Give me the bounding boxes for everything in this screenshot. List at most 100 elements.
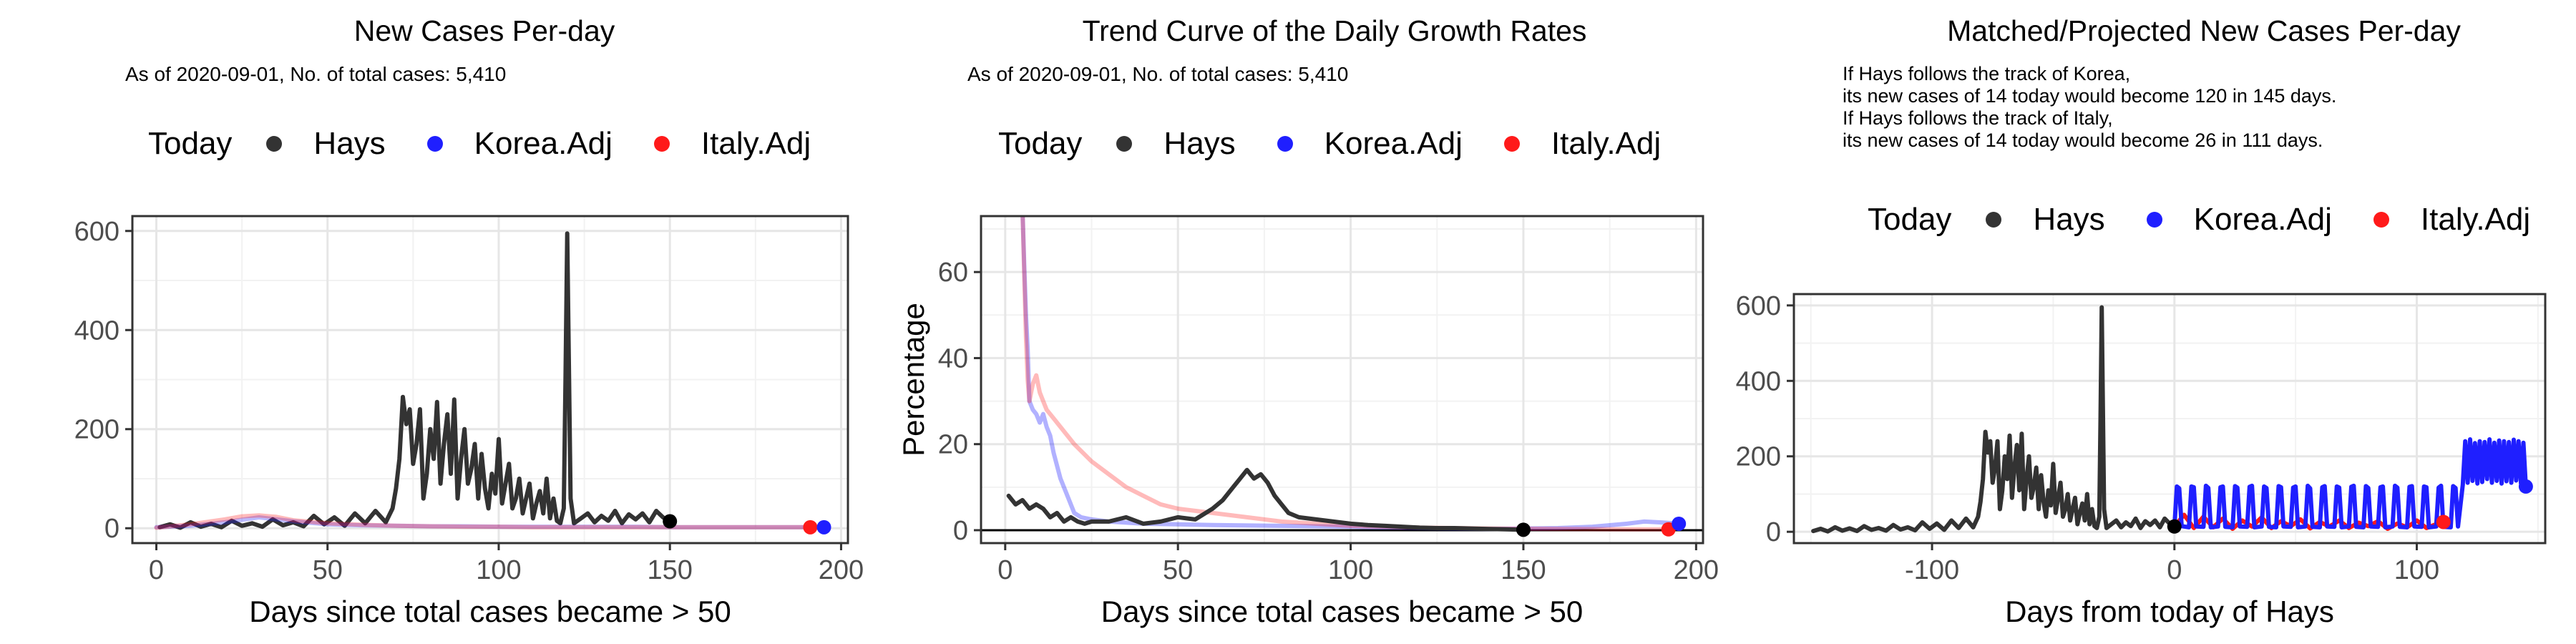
legend-dot [1986,212,2002,228]
note-line: If Hays follows the track of Italy, [1843,107,2113,129]
x-tick-label: 100 [2394,555,2439,585]
legend-title: Today [1868,202,1952,237]
legend-label: Italy.Adj [701,126,811,161]
panel-2-legend: Today Hays Korea.Adj Italy.Adj [998,126,1702,162]
y-tick-label: 200 [1736,442,1781,472]
legend-dot [653,136,670,152]
y-tick-label: 40 [938,343,968,374]
today-point-hays [1516,522,1531,537]
today-point-hays [663,514,678,529]
x-tick-label: 0 [997,555,1013,585]
legend-item-italy: Italy.Adj [1503,126,1662,162]
y-tick-label: 600 [74,217,119,247]
chart-2: 0 50 100 150 200 0 20 40 60 Days since total case… [897,215,1719,628]
legend-dot [1277,136,1293,152]
note-line: its new cases of 14 today would become 2… [1843,130,2323,151]
major-grid [1794,294,2545,543]
legend-item-korea: Korea.Adj [2146,202,2332,238]
y-tick-label: 20 [938,430,968,460]
legend-label: Hays [313,126,386,161]
plot-background [981,216,1703,543]
projection-notes: If Hays follows the track of Korea, its … [1843,63,2336,152]
legend-item-korea: Korea.Adj [1277,126,1463,162]
x-tick-label: -100 [1905,555,1959,585]
y-tick-label: 400 [74,316,119,346]
legend-label: Hays [2033,202,2105,237]
note-line: If Hays follows the track of Korea, [1843,63,2131,84]
legend-label: Korea.Adj [2193,202,2332,237]
panel-3-legend: Today Hays Korea.Adj Italy.Adj [1868,202,2572,238]
x-tick-label: 50 [1163,555,1193,585]
today-point-italy-adj [803,519,818,535]
x-tick-label: 100 [1328,555,1373,585]
x-tick-label: 200 [819,555,864,585]
chart-1: 0 50 100 150 200 0 200 400 600 Days since total c… [74,215,864,628]
panel-border [1792,293,2547,545]
y-tick-label: 600 [1736,291,1781,321]
legend-dot [1116,136,1133,152]
legend-label: Korea.Adj [474,126,613,161]
legend-dot [2373,212,2389,228]
note-line: its new cases of 14 today would become 1… [1843,85,2337,107]
legend-item-hays: Hays [1986,202,2105,238]
legend-item-italy: Italy.Adj [2373,202,2530,238]
today-point-korea-adj [816,519,831,535]
x-axis-title: Days since total cases became > 50 [249,595,731,628]
legend-item-italy: Italy.Adj [653,126,811,162]
legend-dot [1503,136,1520,152]
major-grid [132,216,848,543]
panel-2-subtitle: As of 2020-09-01, No. of total cases: 5,… [967,63,1349,85]
today-point-hays [2167,519,2182,534]
minor-grid [132,216,848,543]
y-tick-label: 0 [953,516,968,546]
legend-title: Today [148,126,233,161]
x-tick-label: 150 [647,555,692,585]
series-line-hays [1811,305,2177,534]
chart-3: -100 0 100 0 200 400 600 Days from today of Hay… [1736,291,2547,628]
series-line-korea-adj [154,515,826,530]
y-axis-title: Percentage [897,303,930,457]
legend-dot [2146,212,2162,228]
series-line-korea-adj [1020,216,1682,532]
y-tick-label: 400 [1736,366,1781,396]
panel-1-title: New Cases Per-day [353,14,615,47]
legend-dot [266,136,283,152]
y-tick-label: 200 [74,415,119,445]
x-tick-label: 150 [1501,555,1546,585]
legend-item-korea: Korea.Adj [426,126,613,162]
x-tick-label: 100 [476,555,521,585]
y-tick-label: 60 [938,258,968,288]
series-line-hays [1006,467,1526,532]
y-tick-label: 0 [104,514,119,544]
x-axis-title: Days since total cases became > 50 [1101,595,1584,628]
x-tick-label: 0 [149,555,164,585]
legend-item-hays: Hays [266,126,386,162]
today-point-korea-adj [1672,516,1687,531]
legend-label: Korea.Adj [1324,126,1463,161]
x-tick-label: 200 [1674,555,1719,585]
legend-label: Hays [1163,126,1236,161]
panel-3-title: Matched/Projected New Cases Per-day [1947,14,2461,47]
x-tick-label: 0 [2167,555,2182,585]
panel-border [131,215,849,545]
legend-dot [426,136,443,152]
series-line-hays [157,231,673,530]
x-axis-title: Days from today of Hays [2005,595,2334,628]
x-tick-label: 50 [313,555,343,585]
legend-title: Today [998,126,1083,161]
today-point-korea-adj [2518,479,2533,494]
series-line-italy-adj [154,513,809,530]
legend-label: Italy.Adj [1551,126,1662,161]
panel-border [980,215,1704,545]
legend-label: Italy.Adj [2420,202,2531,237]
series-line-korea-adj [2172,437,2528,530]
panel-1-subtitle: As of 2020-09-01, No. of total cases: 5,… [125,63,507,85]
today-point-italy-adj [2436,514,2451,530]
panel-1-legend: Today Hays Korea.Adj Italy.Adj [148,126,852,162]
legend-item-hays: Hays [1116,126,1236,162]
minor-grid [981,216,1703,543]
panel-2-title: Trend Curve of the Daily Growth Rates [1082,14,1587,47]
y-tick-label: 0 [1766,517,1781,547]
